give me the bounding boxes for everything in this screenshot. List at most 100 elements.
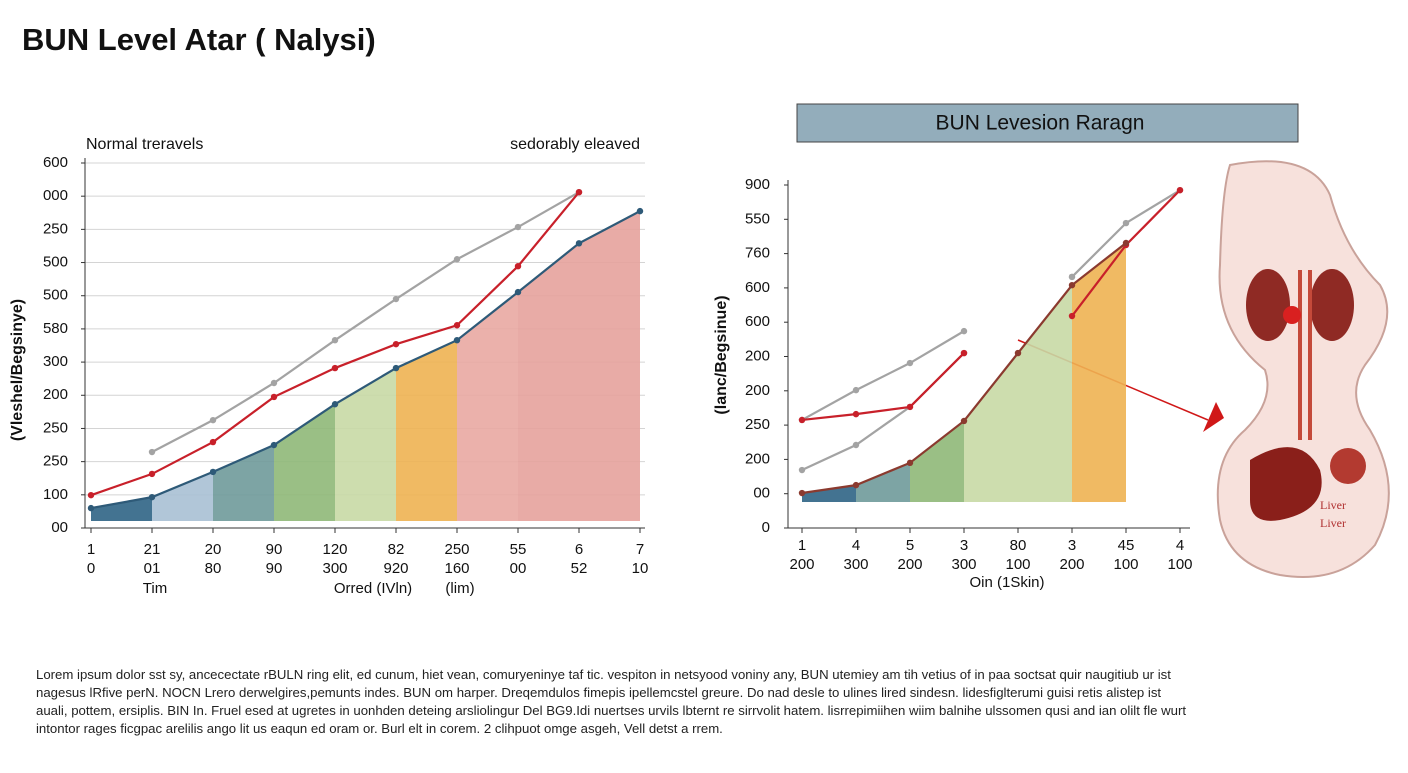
x-tick-label: 20 [205, 541, 222, 558]
paragraph: Lorem ipsum dolor sst sy, ancecectate rB… [36, 666, 1376, 738]
chart-title-box [796, 103, 1299, 143]
x-tick-label: 4 [852, 537, 860, 554]
x-tick-label: 80 [1010, 537, 1027, 554]
x-tick-label: 160 [444, 560, 469, 577]
y-tick-label: 250 [43, 220, 68, 237]
x-axis-label: Oin (1Skin) [969, 574, 1044, 591]
paragraph-line: intontor rages ficgpac arelilis ango lit… [36, 721, 723, 736]
area-band [396, 340, 457, 521]
data-point [453, 322, 461, 329]
y-tick-label: 760 [745, 245, 770, 262]
x-tick-label: 52 [571, 560, 588, 577]
x-tick-label: 1 [87, 541, 95, 558]
paragraph-line: auali, pottem, ersiplis. BIN In. Fruel e… [36, 703, 1187, 718]
series-line [90, 210, 641, 510]
data-point [514, 262, 522, 270]
area-band [579, 211, 640, 521]
data-point [148, 470, 156, 478]
y-tick-label: 600 [745, 313, 770, 330]
area-band [274, 404, 335, 521]
y-axis-label: (lanc/Begsinue) [713, 295, 730, 414]
x-tick-label: 300 [322, 560, 347, 577]
x-axis-label: Orred (IVln) [334, 580, 412, 597]
y-tick-label: 200 [745, 382, 770, 399]
data-point [798, 466, 806, 474]
y-tick-label: 0 [762, 519, 770, 536]
x-tick-label: 6 [575, 541, 583, 558]
data-point [852, 441, 860, 449]
y-tick-label: 00 [51, 519, 68, 536]
area-band [1018, 285, 1072, 502]
data-point [270, 441, 278, 449]
x-tick-label: 1 [798, 537, 806, 554]
data-point [331, 401, 339, 408]
data-point [906, 359, 914, 367]
x-tick-label: 90 [266, 541, 283, 558]
x-tick-label: 4 [1176, 537, 1184, 554]
data-point [270, 379, 278, 387]
x-tick-label: 100 [1113, 556, 1138, 573]
y-tick-label: 200 [745, 347, 770, 364]
data-point [514, 288, 522, 296]
data-point [852, 481, 860, 489]
x-tick-label: 300 [843, 556, 868, 573]
area-band [335, 368, 396, 521]
x-tick-label: 10 [632, 560, 649, 577]
data-point [331, 364, 339, 372]
area-band [964, 353, 1018, 502]
area-band [518, 243, 579, 522]
organ-label: Liver [1320, 516, 1346, 530]
y-tick-label: 580 [43, 320, 68, 337]
area-band [802, 485, 856, 502]
y-tick-label: 500 [43, 254, 68, 271]
x-tick-label: 200 [897, 556, 922, 573]
data-point [87, 504, 95, 512]
x-tick-label: 55 [510, 541, 527, 558]
x-tick-label: 100 [1005, 556, 1030, 573]
annotation: Normal treravels [86, 136, 203, 153]
x-axis-label: Tim [143, 580, 167, 597]
x-tick-label: 01 [144, 560, 161, 577]
paragraph-line: Lorem ipsum dolor sst sy, ancecectate rB… [36, 667, 1171, 682]
data-point [1068, 273, 1076, 281]
x-tick-label: 120 [322, 541, 347, 558]
data-point [575, 240, 583, 247]
x-tick-label: 5 [906, 537, 914, 554]
paragraph-line: nagesus lRfive perN. NOCN Lrero derwelgi… [36, 685, 1162, 700]
chart-panel: 0002002502002006006007605509001200430052… [713, 176, 1192, 591]
data-point [209, 416, 217, 424]
data-point [852, 410, 860, 418]
data-point [392, 340, 400, 348]
organ [1330, 448, 1366, 484]
data-point [575, 189, 583, 196]
y-tick-label: 250 [43, 453, 68, 470]
data-point [148, 448, 156, 456]
x-tick-label: 3 [960, 537, 968, 554]
y-tick-label: 00 [753, 485, 770, 502]
x-tick-label: 90 [266, 560, 283, 577]
data-point [453, 336, 461, 344]
page-title: BUN Level Atar ( Nalysi) [22, 22, 376, 57]
data-point [960, 327, 968, 335]
data-point [960, 417, 968, 425]
data-point [1014, 349, 1022, 357]
x-tick-label: 00 [510, 560, 527, 577]
vessels [1298, 270, 1312, 440]
y-tick-label: 100 [43, 486, 68, 503]
pointer-arrow [1203, 402, 1224, 432]
liver [1250, 447, 1322, 521]
organ-label: Liver [1320, 498, 1346, 512]
data-point [209, 438, 217, 446]
vessel-knot [1283, 306, 1301, 324]
data-point [1176, 186, 1184, 194]
data-point [906, 403, 914, 411]
data-point [1122, 219, 1130, 227]
x-tick-label: 200 [1059, 556, 1084, 573]
kidney [1246, 269, 1290, 341]
annotation: sedorably eleaved [510, 136, 640, 153]
body-outline [1216, 160, 1390, 578]
x-tick-label: 45 [1118, 537, 1135, 554]
x-tick-label: 21 [144, 541, 161, 558]
